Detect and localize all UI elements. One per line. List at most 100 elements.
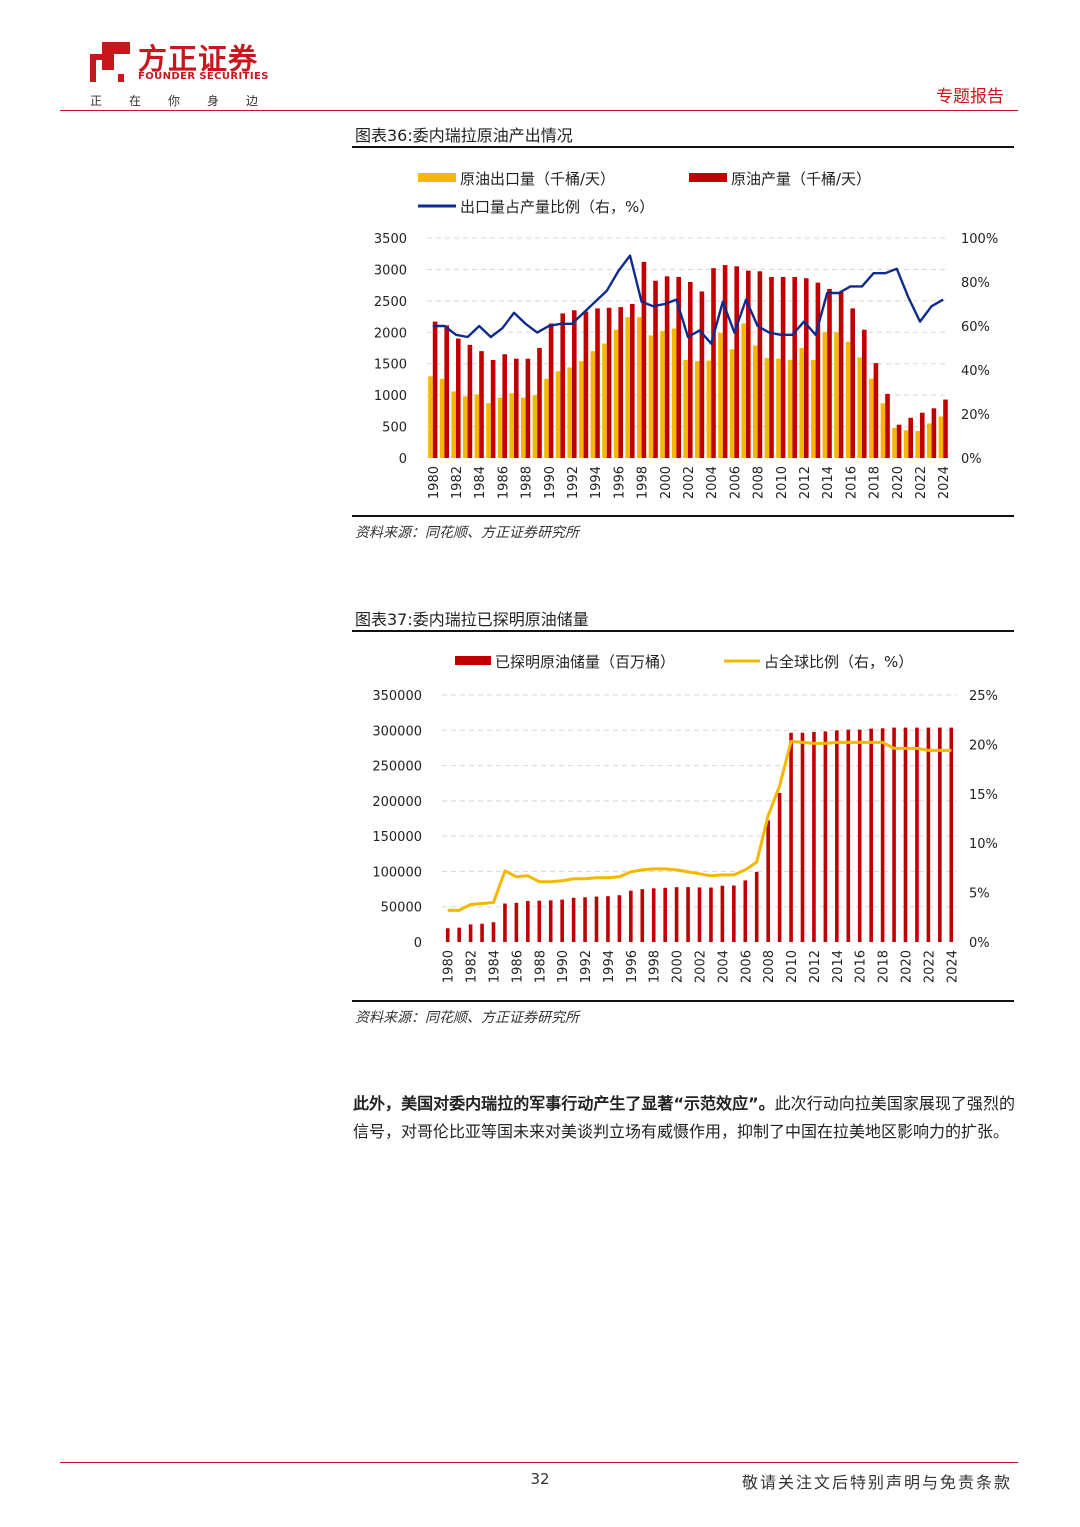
bar-2000	[674, 887, 679, 942]
bar-1997	[625, 317, 630, 458]
bar-1996	[618, 307, 623, 458]
bar-2006	[734, 266, 739, 458]
bar-2019	[885, 393, 890, 458]
bar-2003	[695, 361, 700, 458]
bar-1981	[457, 927, 461, 942]
x-tick-label: 2014	[821, 466, 836, 499]
bar-2022	[920, 412, 925, 458]
figure36-top-rule	[352, 146, 1014, 148]
body-paragraph-text: 此次行动向拉美国家展现了强烈的信号，对哥伦比亚等国未来对美谈判立场有威慑作用，抑…	[353, 1094, 1015, 1141]
y-left-tick-label: 50000	[381, 901, 422, 916]
x-tick-label: 2006	[739, 950, 754, 983]
y-right-tick-label: 40%	[961, 364, 990, 379]
legend-label: 已探明原油储量（百万桶）	[495, 653, 675, 671]
bar-2014	[827, 288, 832, 458]
y-right-tick-label: 25%	[969, 689, 998, 704]
bar-2013	[815, 282, 821, 458]
x-tick-label: 2020	[900, 950, 915, 983]
bar-2013	[823, 731, 828, 942]
y-left-tick-label: 250000	[372, 760, 422, 775]
bar-2002	[688, 282, 693, 458]
bar-2008	[766, 820, 770, 942]
bar-1981	[444, 325, 449, 458]
legend-label: 出口量占产量比例（右，%）	[460, 198, 654, 216]
bar-2015	[834, 332, 839, 458]
bar-2008	[753, 345, 758, 458]
bar-1980	[428, 376, 433, 458]
bar-1989	[532, 395, 538, 458]
bar-2005	[722, 265, 728, 458]
figure36-bottom-rule	[352, 515, 1014, 517]
bar-2014	[822, 332, 828, 458]
bar-2004	[720, 885, 725, 942]
x-tick-label: 1988	[533, 950, 548, 983]
bar-2023	[927, 423, 932, 458]
x-tick-label: 2000	[659, 466, 674, 499]
bar-1983	[467, 344, 473, 458]
x-tick-label: 2000	[671, 950, 686, 983]
bar-2017	[857, 357, 862, 458]
bar-2007	[746, 270, 751, 458]
bar-1987	[526, 901, 530, 942]
x-tick-label: 1996	[612, 466, 627, 499]
bar-1988	[525, 358, 531, 458]
bar-2023	[938, 727, 942, 942]
bar-1993	[579, 361, 584, 458]
bar-1994	[595, 308, 600, 458]
x-tick-label: 1980	[427, 466, 442, 499]
bar-2016	[857, 729, 862, 942]
bar-1991	[560, 313, 565, 458]
bar-1984	[479, 351, 484, 458]
x-tick-label: 1992	[566, 466, 581, 499]
slogan-char: 身	[207, 94, 220, 108]
footer-divider	[60, 1462, 1018, 1463]
bar-2006	[743, 880, 748, 942]
x-tick-label: 1998	[636, 466, 651, 499]
x-tick-label: 1994	[602, 950, 617, 983]
y-left-tick-label: 0	[414, 936, 422, 951]
figure36-source: 资料来源：同花顺、方正证券研究所	[355, 525, 579, 541]
bar-1982	[451, 391, 456, 458]
bar-2020	[892, 427, 897, 458]
x-tick-label: 1992	[579, 950, 594, 983]
bar-2004	[706, 360, 712, 458]
y-right-tick-label: 80%	[961, 276, 990, 291]
bar-1989	[537, 348, 542, 458]
bar-2018	[869, 378, 874, 458]
x-tick-label: 2024	[937, 466, 952, 499]
bar-2012	[799, 348, 804, 458]
bar-2020	[903, 727, 908, 942]
bar-1981	[439, 378, 445, 458]
bar-2024	[938, 416, 944, 458]
bar-2023	[931, 408, 937, 458]
bar-1992	[572, 310, 577, 458]
x-tick-label: 2010	[775, 466, 790, 499]
y-right-tick-label: 20%	[969, 738, 998, 753]
bar-2009	[769, 276, 774, 458]
legend-label: 占全球比例（右，%）	[764, 653, 913, 671]
slogan-char: 正	[90, 94, 103, 108]
bar-2011	[792, 276, 797, 458]
bar-2000	[664, 276, 670, 458]
y-left-tick-label: 350000	[372, 689, 422, 704]
y-left-tick-label: 1500	[374, 358, 407, 373]
y-right-tick-label: 0%	[961, 452, 982, 467]
bar-1996	[629, 890, 633, 942]
y-right-tick-label: 0%	[969, 936, 990, 951]
bar-2009	[764, 358, 770, 458]
bar-2003	[709, 887, 713, 942]
y-right-tick-label: 5%	[969, 887, 990, 902]
bar-1999	[648, 335, 654, 458]
body-paragraph-bold: 此外，美国对委内瑞拉的军事行动产生了显著“示范效应”。	[353, 1094, 775, 1113]
bar-2021	[903, 430, 909, 458]
legend-label: 原油产量（千桶/天）	[731, 170, 871, 188]
y-right-tick-label: 20%	[961, 408, 990, 423]
x-tick-label: 2018	[868, 466, 883, 499]
slogan-char: 在	[129, 94, 142, 108]
page-number: 32	[530, 1470, 550, 1488]
bar-2015	[838, 292, 844, 458]
bar-1985	[486, 403, 491, 458]
y-left-tick-label: 1000	[374, 389, 407, 404]
bar-2001	[676, 276, 681, 458]
bar-2022	[926, 727, 931, 942]
